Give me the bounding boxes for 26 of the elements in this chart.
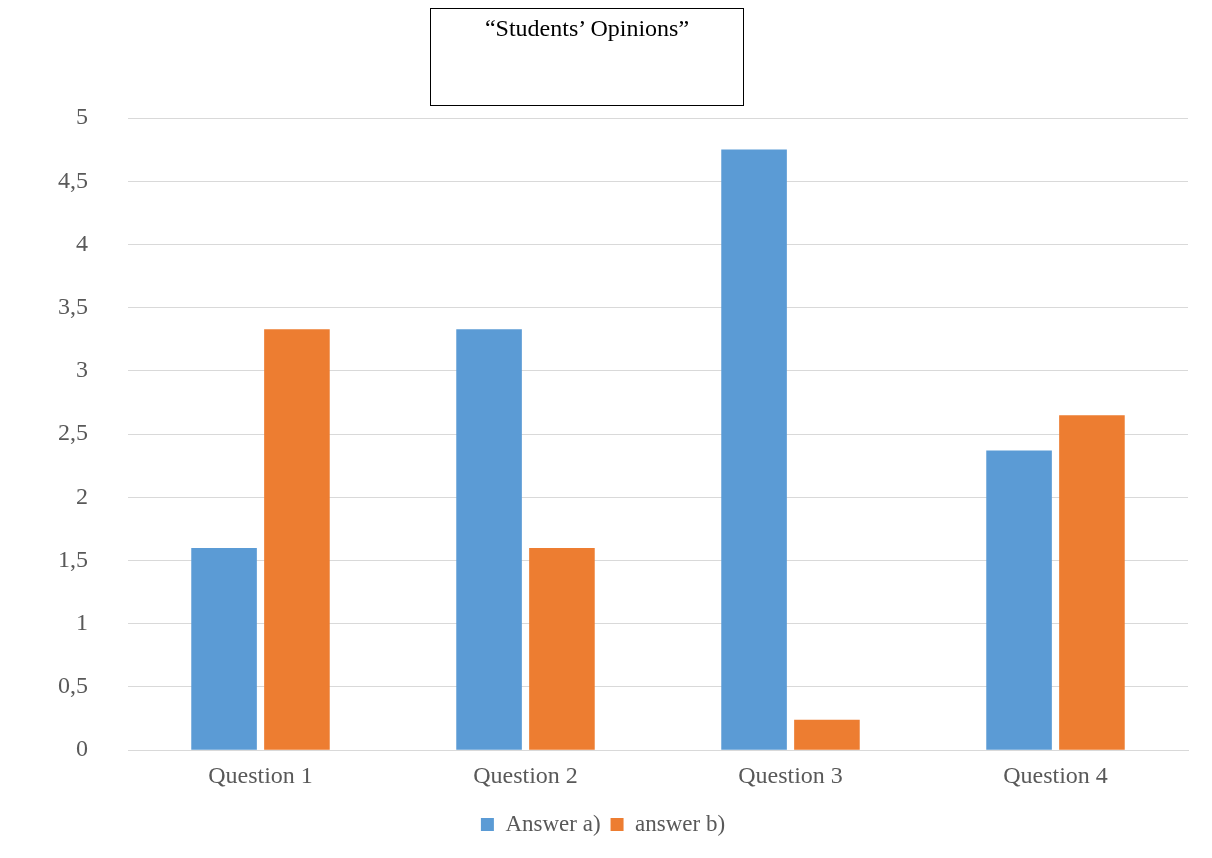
y-tick-label: 4,5 [58, 166, 88, 193]
bar [794, 719, 860, 750]
bar [529, 547, 595, 750]
bar [986, 450, 1052, 750]
x-tick-label: Question 2 [473, 761, 578, 788]
y-tick-label: 3,5 [58, 292, 88, 319]
chart-title: “Students’ Opinions” [430, 8, 744, 106]
bar [1059, 415, 1125, 750]
y-tick-label: 0,5 [58, 672, 88, 699]
y-tick-label: 5 [76, 103, 88, 130]
x-tick-label: Question 1 [208, 761, 313, 788]
y-tick-label: 2,5 [58, 419, 88, 446]
bar [191, 547, 257, 750]
bar [456, 329, 522, 750]
legend-label: answer b) [635, 810, 726, 836]
y-tick-label: 1 [76, 609, 88, 636]
y-tick-label: 2 [76, 482, 88, 509]
bar [721, 149, 787, 750]
x-tick-label: Question 4 [1003, 761, 1108, 788]
y-tick-label: 3 [76, 356, 88, 383]
bar [264, 329, 330, 750]
y-tick-label: 0 [76, 735, 88, 762]
y-tick-label: 4 [76, 229, 88, 256]
y-tick-label: 1,5 [58, 545, 88, 572]
x-tick-label: Question 3 [738, 761, 843, 788]
legend-label: Answer a) [505, 810, 601, 836]
